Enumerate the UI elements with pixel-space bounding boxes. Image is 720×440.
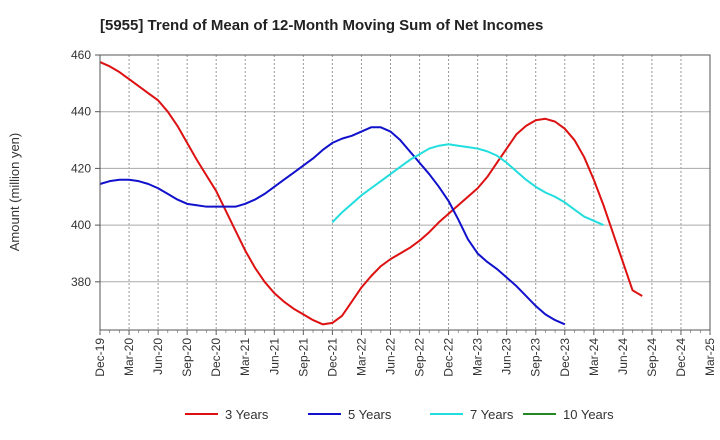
legend: 3 Years 5 Years 7 Years 10 Years bbox=[185, 407, 614, 422]
legend-label: 10 Years bbox=[563, 407, 614, 422]
x-tick-label: Dec-22 bbox=[442, 338, 456, 377]
x-tick-label: Dec-19 bbox=[93, 338, 107, 377]
x-tick-label: Sep-21 bbox=[296, 338, 310, 377]
x-tick-label: Mar-20 bbox=[122, 338, 136, 376]
chart-title: [5955] Trend of Mean of 12-Month Moving … bbox=[100, 17, 543, 34]
series-line-5-years bbox=[99, 126, 566, 326]
y-tick-label: 440 bbox=[71, 105, 91, 119]
series-lines bbox=[99, 61, 643, 326]
x-tick-label: Jun-24 bbox=[616, 338, 630, 375]
legend-label: 3 Years bbox=[225, 407, 269, 422]
x-tick-label: Mar-24 bbox=[587, 338, 601, 376]
y-tick-label: 420 bbox=[71, 161, 91, 175]
x-tick-label: Mar-22 bbox=[354, 338, 368, 376]
x-tick-label: Jun-23 bbox=[500, 338, 514, 375]
plot-frame bbox=[99, 54, 711, 331]
y-tick-label: 400 bbox=[71, 218, 91, 232]
x-tick-label: Dec-21 bbox=[325, 338, 339, 377]
y-tick-label: 460 bbox=[71, 48, 91, 62]
x-tick-label: Sep-23 bbox=[529, 338, 543, 377]
series-line-7-years bbox=[331, 143, 604, 227]
x-tick-label: Dec-23 bbox=[558, 338, 572, 377]
x-tick-label: Dec-20 bbox=[209, 338, 223, 377]
x-tick-label: Mar-25 bbox=[703, 338, 717, 376]
x-tick-label: Jun-21 bbox=[267, 338, 281, 375]
x-tick-label: Sep-24 bbox=[645, 338, 659, 377]
series-line-3-years bbox=[99, 61, 643, 326]
x-tick-label: Sep-20 bbox=[180, 338, 194, 377]
x-tick-label: Dec-24 bbox=[674, 338, 688, 377]
x-tick-label: Sep-22 bbox=[413, 338, 427, 377]
y-axis-ticks: 380 400 420 440 460 bbox=[71, 48, 100, 289]
legend-label: 7 Years bbox=[470, 407, 514, 422]
y-axis-label: Amount (million yen) bbox=[7, 133, 22, 252]
x-tick-label: Mar-23 bbox=[471, 338, 485, 376]
grid bbox=[100, 55, 710, 330]
x-tick-label: Mar-21 bbox=[238, 338, 252, 376]
x-axis-ticks: Dec-19 Mar-20 Jun-20 Sep-20 Dec-20 Mar-21 Jun-… bbox=[93, 330, 717, 377]
x-tick-label: Jun-20 bbox=[151, 338, 165, 375]
x-tick-label: Jun-22 bbox=[383, 338, 397, 375]
y-tick-label: 380 bbox=[71, 275, 91, 289]
legend-label: 5 Years bbox=[348, 407, 392, 422]
